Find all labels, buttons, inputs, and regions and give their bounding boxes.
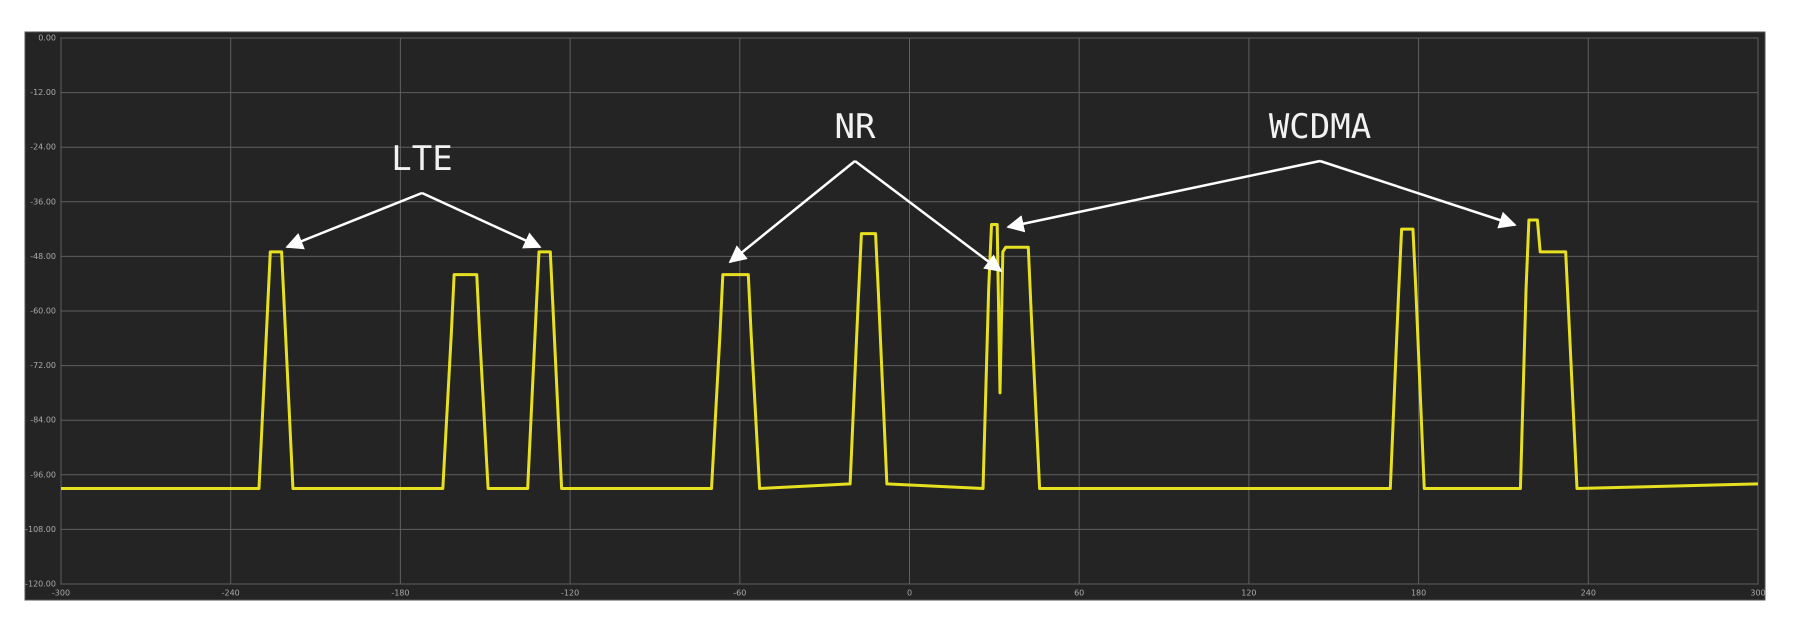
arrow [854, 160, 1003, 273]
y-tick-label: -48.00 [30, 252, 56, 261]
y-tick-label: -24.00 [30, 143, 56, 152]
annotation: NR [835, 107, 876, 147]
spectrum-line [61, 218, 1759, 490]
arrows [285, 159, 1517, 273]
y-tick-label: -60.00 [30, 307, 56, 316]
y-tick-label: -108.00 [25, 525, 56, 534]
x-tick-label: -240 [222, 589, 240, 598]
x-tick-label: -300 [52, 589, 70, 598]
x-tick-label: -60 [733, 589, 746, 598]
y-tick-label: -12.00 [30, 88, 56, 97]
arrow [285, 191, 423, 250]
arrow [1319, 159, 1517, 229]
y-tick-label: -84.00 [30, 416, 56, 425]
y-tick-label: 0.00 [38, 34, 56, 43]
arrow [421, 191, 542, 249]
x-tick-label: 180 [1411, 589, 1426, 598]
x-tick-label: -120 [561, 589, 579, 598]
frame [24, 31, 1766, 601]
y-tick-label: -120.00 [25, 580, 56, 589]
y-tick-label: -36.00 [30, 197, 56, 206]
x-tick-label: 60 [1074, 589, 1084, 598]
x-tick-label: 120 [1241, 589, 1256, 598]
annotation: LTE [391, 139, 452, 179]
arrow [1006, 159, 1321, 233]
y-tick-label: -96.00 [30, 470, 56, 479]
x-tick-label: -180 [391, 589, 409, 598]
x-tick-label: 240 [1581, 589, 1596, 598]
x-tick-label: 300 [1750, 589, 1765, 598]
arrow [728, 160, 856, 264]
y-tick-label: -72.00 [30, 361, 56, 370]
annotation: WCDMA [1269, 107, 1371, 147]
x-tick-label: 0 [907, 589, 912, 598]
